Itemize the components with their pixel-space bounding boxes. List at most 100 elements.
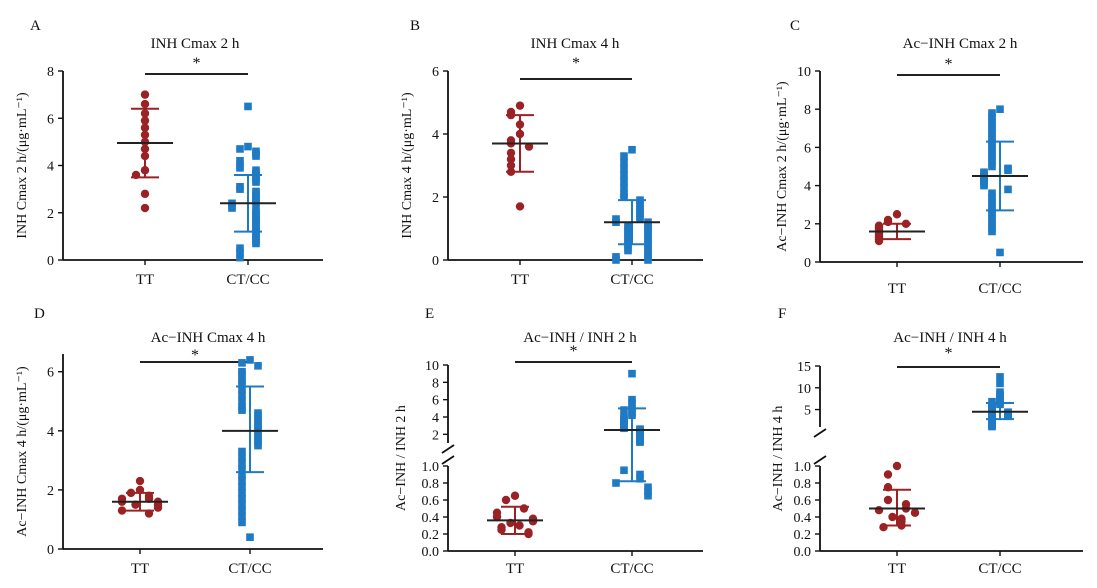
data-point-ctcc-c — [988, 128, 996, 136]
data-point-ctcc-c — [1004, 185, 1012, 194]
data-point-ctcc-d — [238, 465, 246, 474]
data-point-ctcc-d — [238, 370, 246, 379]
panel-letter-f: F — [778, 306, 786, 322]
panel-F: F Ac−INH / INH 4 h 0.0 0.2 0.4 0.6 0.8 1.0 5 10 15… — [771, 306, 1083, 577]
data-point-ctcc-f — [988, 422, 996, 431]
data-point-ctcc-f — [996, 379, 1004, 388]
data-point-ctcc-d — [238, 359, 246, 367]
data-point-ctcc-c — [988, 139, 996, 148]
data-point-tt-e — [519, 504, 529, 513]
data-point-tt-a — [140, 99, 150, 109]
data-point-ctcc-b — [612, 256, 620, 264]
y-tick-label-e: 0.8 — [422, 477, 440, 492]
data-point-ctcc-c — [988, 155, 996, 163]
y-tick-label-f: 15 — [797, 360, 811, 375]
data-point-ctcc-c — [1004, 166, 1012, 175]
data-point-ctcc-b — [620, 183, 628, 192]
panel-D: D Ac−INH Cmax 4 h 0 2 4 6 TT CT/CC Ac−INH Cmax 4… — [15, 306, 323, 577]
x-category-label-f: CT/CC — [978, 561, 1021, 577]
significance-star-b: * — [572, 55, 580, 72]
chart-title-e: Ac−INH / INH 2 h — [523, 330, 637, 346]
data-point-ctcc-c — [988, 147, 996, 156]
axis-break-mark-e — [441, 455, 455, 465]
y-tick-label-f: 0.8 — [794, 477, 812, 492]
panel-B: B INH Cmax 4 h 0 2 4 6 TT CT/CC INH Cmax 4 h/(μg… — [400, 18, 703, 288]
axis-break-mark-e — [441, 444, 455, 454]
data-point-ctcc-c — [988, 162, 996, 171]
data-point-ctcc-a — [236, 249, 244, 257]
y-tick-label-c: 2 — [804, 218, 811, 233]
data-point-ctcc-d — [238, 500, 246, 509]
data-point-ctcc-e — [628, 369, 636, 378]
significance-star-f: * — [945, 345, 953, 362]
data-point-ctcc-a — [236, 253, 244, 262]
y-tick-label-b: 0 — [432, 254, 439, 269]
data-point-ctcc-c — [988, 220, 996, 228]
data-point-ctcc-d — [254, 441, 262, 450]
data-point-ctcc-c — [988, 135, 996, 144]
data-point-tt-c — [892, 210, 902, 219]
data-point-ctcc-a — [252, 178, 260, 186]
y-tick-label-c: 6 — [804, 141, 811, 156]
y-axis-label-b: INH Cmax 4 h/(μg·mL⁻¹) — [400, 92, 415, 239]
panel-E: E Ac−INH / INH 2 h 0.0 0.2 0.4 0.6 0.8 1.0 2 4 6 8 1… — [394, 306, 703, 577]
data-point-ctcc-c — [980, 181, 988, 190]
data-point-tt-b — [506, 155, 516, 164]
data-point-ctcc-e — [636, 470, 644, 479]
data-point-ctcc-c — [988, 212, 996, 220]
data-point-ctcc-f — [1004, 411, 1012, 419]
x-category-label-d: CT/CC — [228, 561, 271, 577]
data-point-ctcc-b — [620, 177, 628, 186]
y-tick-label-e: 0.0 — [422, 545, 440, 560]
data-point-ctcc-c — [988, 124, 996, 133]
significance-star-c: * — [945, 56, 953, 73]
data-point-ctcc-c — [988, 158, 996, 167]
data-point-ctcc-c — [988, 208, 996, 217]
data-point-tt-f — [892, 461, 902, 471]
data-point-ctcc-d — [238, 385, 246, 394]
data-point-ctcc-c — [988, 132, 996, 140]
x-category-label-d: TT — [131, 561, 149, 577]
data-point-ctcc-d — [238, 506, 246, 515]
data-point-ctcc-c — [988, 109, 996, 117]
y-tick-label-f: 0.4 — [794, 511, 812, 526]
panel-letter-e: E — [425, 306, 434, 322]
x-category-label-a: TT — [136, 272, 154, 288]
data-point-ctcc-d — [238, 459, 246, 468]
y-tick-label-d: 2 — [47, 484, 54, 499]
data-point-ctcc-a — [252, 152, 260, 160]
data-point-ctcc-a — [236, 185, 244, 193]
axis-break-mark-f — [813, 428, 827, 438]
y-tick-label-e: 0.6 — [422, 494, 440, 509]
data-point-tt-d — [135, 476, 145, 486]
data-point-tt-d — [153, 503, 163, 512]
y-tick-label-e: 1.0 — [422, 460, 440, 475]
data-point-ctcc-a — [236, 145, 244, 153]
data-point-ctcc-d — [238, 477, 246, 485]
y-tick-label-c: 10 — [797, 65, 811, 80]
data-point-ctcc-e — [636, 438, 644, 446]
panel-A: A INH Cmax 2 h 0 2 4 6 8 TT CT/CC INH Cmax 2 h/(μ… — [15, 18, 323, 288]
data-point-ctcc-a — [244, 102, 252, 111]
chart-title-c: Ac−INH Cmax 2 h — [903, 36, 1018, 52]
data-point-ctcc-a — [228, 204, 236, 212]
y-tick-label-b: 4 — [432, 128, 439, 143]
data-point-ctcc-c — [988, 120, 996, 129]
y-tick-label-e: 0.4 — [422, 511, 440, 526]
data-point-ctcc-d — [238, 379, 246, 388]
y-tick-label-b: 6 — [432, 65, 439, 80]
data-point-ctcc-a — [236, 164, 244, 172]
data-point-tt-f — [879, 523, 888, 532]
chart-title-b: INH Cmax 4 h — [531, 36, 620, 52]
y-tick-label-f: 0.0 — [794, 545, 812, 560]
y-tick-label-d: 4 — [47, 425, 54, 440]
y-axis-label-e: Ac−INH / INH 2 h — [394, 405, 409, 511]
data-point-ctcc-d — [254, 362, 262, 370]
data-point-ctcc-d — [246, 533, 254, 541]
data-point-ctcc-d — [238, 512, 246, 521]
y-tick-label-e: 6 — [432, 394, 439, 409]
data-point-ctcc-a — [252, 239, 260, 248]
y-axis-label-c: Ac−INH Cmax 2 h/(μg·mL⁻¹) — [775, 81, 790, 252]
data-point-tt-b — [524, 142, 534, 151]
data-point-tt-d — [117, 506, 127, 515]
